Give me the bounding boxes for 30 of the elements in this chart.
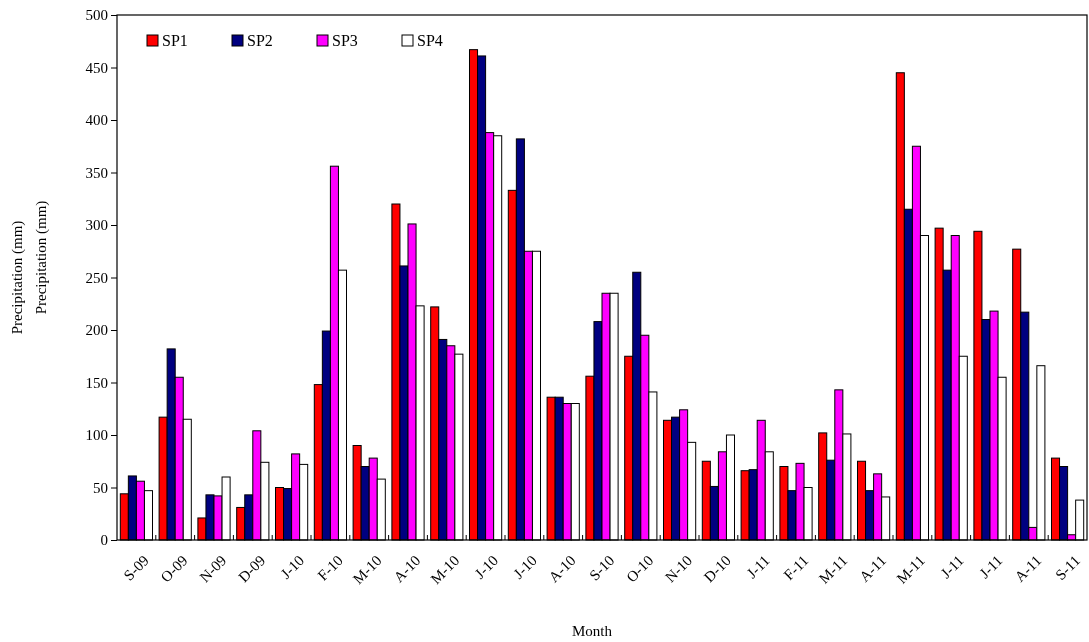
y-tick-label: 250 [85, 269, 108, 286]
legend-label: SP2 [247, 32, 273, 49]
legend-label: SP1 [162, 32, 188, 49]
y-tick-label: 400 [85, 112, 108, 129]
x-tick-label: S-11 [1052, 552, 1084, 584]
x-axis-title: Month [571, 623, 613, 639]
x-tick-label: S-09 [120, 552, 152, 584]
x-tick-label: O-10 [623, 552, 657, 586]
x-tick-label: F-11 [780, 552, 812, 584]
y-axis-title: Precipitation (mm) [9, 220, 26, 335]
x-tick-label: J-10 [510, 552, 540, 582]
x-tick-label: J-10 [277, 552, 308, 582]
y-tick-label: 100 [85, 427, 108, 444]
y-tick-label: 300 [85, 217, 108, 234]
x-tick-label: J-11 [743, 552, 773, 582]
x-tick-label: J-10 [471, 552, 502, 582]
y-tick-label: 450 [85, 59, 108, 76]
y-tick-label: 200 [85, 322, 108, 339]
y-tick-label: 0 [100, 532, 108, 549]
legend-label: SP3 [332, 32, 358, 49]
x-tick-label: S-10 [586, 552, 618, 584]
y-tick-label: 150 [85, 374, 108, 391]
text: Precipitation (mm) [33, 200, 50, 315]
legend-label: SP4 [417, 32, 443, 49]
x-tick-label: J-11 [976, 552, 1006, 582]
y-tick-label: 500 [85, 7, 108, 24]
y-tick-label: 50 [93, 479, 108, 496]
x-tick-label: F-10 [314, 552, 346, 584]
x-tick-label: J-11 [937, 552, 967, 582]
y-tick-label: 350 [85, 164, 108, 181]
